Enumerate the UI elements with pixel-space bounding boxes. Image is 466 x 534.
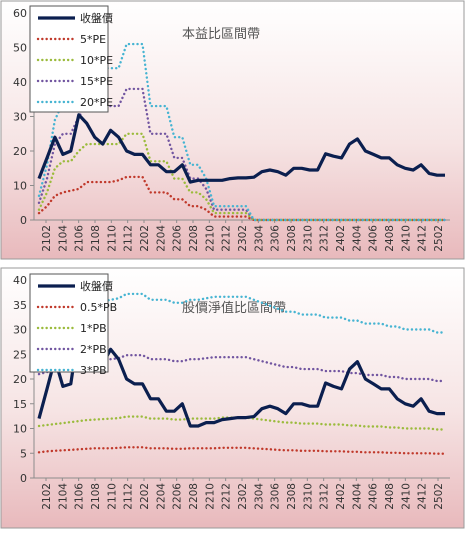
- x-tick-label: 2212: [221, 225, 233, 252]
- legend-label: 20*PE: [80, 96, 113, 109]
- x-tick-label: 2502: [433, 225, 445, 252]
- chart-1: 0 10 20 30 40 50 60 2102 2104 2106 2108 2110 2112 220…: [0, 0, 465, 260]
- legend-box: [29, 273, 109, 373]
- series-line: [37, 132, 447, 222]
- y-tick-label: 40: [13, 274, 27, 287]
- series-line: [37, 415, 447, 431]
- x-tick-label: 2102: [41, 225, 53, 252]
- x-tick-label: 2112: [123, 483, 135, 510]
- y-tick-label: 50: [13, 42, 27, 55]
- x-tick-label: 2206: [172, 483, 184, 510]
- x-tick-label: 2102: [41, 483, 53, 510]
- y-tick-label: 10: [13, 423, 27, 436]
- legend-label: 1*PB: [80, 322, 107, 335]
- y-tick-label: 5: [20, 447, 27, 460]
- x-tick-label: 2412: [417, 483, 429, 510]
- x-tick-label: 2106: [74, 225, 86, 252]
- x-tick-label: 2302: [237, 483, 249, 510]
- x-tick-label: 2212: [221, 483, 233, 510]
- x-tick-label: 2304: [253, 225, 265, 252]
- x-tick-label: 2302: [237, 225, 249, 252]
- y-tick-label: 15: [13, 398, 27, 411]
- x-tick-label: 2408: [384, 225, 396, 252]
- x-tick-label: 2108: [90, 483, 102, 510]
- x-tick-label: 2306: [270, 483, 282, 510]
- x-tick-label: 2204: [155, 483, 167, 510]
- x-tick-label: 2208: [188, 225, 200, 252]
- chart-title: 本益比區間帶: [182, 27, 260, 42]
- y-tick-label: 0: [20, 214, 27, 227]
- x-tick-label: 2104: [57, 225, 69, 252]
- y-tick-label: 20: [13, 373, 27, 386]
- x-tick-label: 2308: [286, 483, 298, 510]
- x-tick-label: 2406: [368, 483, 380, 510]
- x-tick-label: 2402: [335, 225, 347, 252]
- chart-2: 0 5 10 15 20 25 30 35 40 2102 2104 2106 2108 2110 2112…: [0, 267, 465, 529]
- x-tick-label: 2310: [302, 483, 314, 510]
- x-tick-label: 2310: [302, 225, 314, 252]
- x-tick-label: 2404: [351, 225, 363, 252]
- x-tick-label: 2406: [368, 225, 380, 252]
- series-line: [37, 113, 445, 184]
- x-tick-label: 2110: [106, 483, 118, 510]
- x-tick-label: 2402: [335, 483, 347, 510]
- x-tick-label: 2202: [139, 483, 151, 510]
- legend-label: 5*PE: [80, 33, 106, 46]
- x-tick-label: 2204: [155, 225, 167, 252]
- series-line: [37, 292, 447, 334]
- x-tick-label: 2306: [270, 225, 282, 252]
- x-tick-label: 2104: [57, 483, 69, 510]
- series-line: [37, 446, 447, 455]
- legend-label: 收盤價: [80, 11, 113, 25]
- x-tick-label: 2108: [90, 225, 102, 252]
- x-tick-label: 2206: [172, 225, 184, 252]
- legend-label: 收盤價: [80, 279, 113, 293]
- legend-label: 3*PB: [80, 364, 107, 377]
- legend-label: 0.5*PB: [80, 301, 117, 314]
- y-tick-label: 25: [13, 348, 27, 361]
- x-tick-label: 2112: [123, 225, 135, 252]
- x-tick-label: 2410: [400, 225, 412, 252]
- x-tick-label: 2408: [384, 483, 396, 510]
- y-tick-label: 30: [13, 111, 27, 124]
- y-tick-label: 60: [13, 7, 27, 20]
- x-tick-label: 2210: [204, 225, 216, 252]
- legend-label: 2*PB: [80, 343, 107, 356]
- y-tick-label: 35: [13, 299, 27, 312]
- x-tick-label: 2404: [351, 483, 363, 510]
- x-tick-label: 2312: [319, 483, 331, 510]
- x-tick-label: 2412: [417, 225, 429, 252]
- x-tick-label: 2410: [400, 483, 412, 510]
- y-tick-label: 10: [13, 180, 27, 193]
- x-tick-label: 2210: [204, 483, 216, 510]
- chart-title: 股價淨值比區間帶: [182, 300, 286, 316]
- x-tick-label: 2304: [253, 483, 265, 510]
- y-tick-label: 20: [13, 145, 27, 158]
- x-tick-label: 2308: [286, 225, 298, 252]
- legend-label: 15*PE: [80, 75, 113, 88]
- x-tick-label: 2312: [319, 225, 331, 252]
- x-tick-label: 2502: [433, 483, 445, 510]
- y-tick-label: 0: [20, 472, 27, 485]
- x-tick-label: 2110: [106, 225, 118, 252]
- x-tick-label: 2208: [188, 483, 200, 510]
- x-tick-label: 2106: [74, 483, 86, 510]
- x-tick-label: 2202: [139, 225, 151, 252]
- y-tick-label: 30: [13, 324, 27, 337]
- legend-label: 10*PE: [80, 54, 113, 67]
- y-tick-label: 40: [13, 76, 27, 89]
